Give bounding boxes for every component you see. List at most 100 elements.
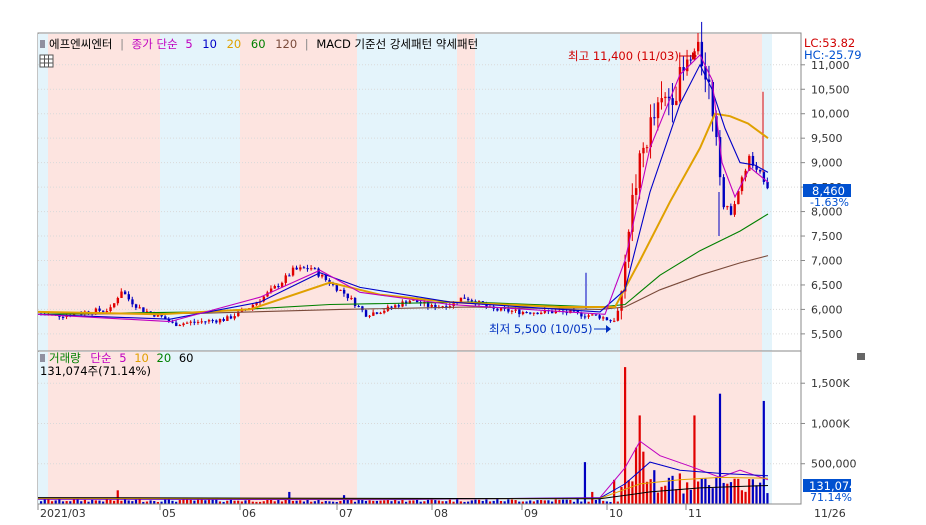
volume-ma-line: [37, 485, 769, 500]
volume-bar: [478, 499, 481, 504]
candle-body: [587, 315, 590, 317]
volume-bar: [525, 501, 528, 504]
volume-bar: [383, 500, 386, 504]
candle-body: [704, 66, 707, 80]
volume-bar: [277, 498, 280, 504]
price-tick-label: 6,000: [811, 303, 843, 316]
candle-body: [638, 153, 641, 189]
candle-body: [653, 117, 656, 119]
volume-bar: [755, 485, 758, 504]
volume-bar: [565, 499, 568, 504]
volume-bar: [255, 501, 258, 504]
candle-body: [98, 308, 101, 311]
candle-body: [766, 181, 769, 189]
candle-body: [306, 268, 309, 270]
volume-bar: [474, 499, 477, 504]
candle-body: [660, 98, 663, 103]
x-tick-label: 2021/03: [40, 507, 86, 520]
price-tick-label: 10,000: [811, 108, 850, 121]
candle-body: [61, 316, 65, 318]
legend-vol-ma-label: 단순: [90, 351, 111, 365]
volume-bar: [715, 477, 718, 504]
volume-bar: [419, 501, 422, 504]
volume-bar: [653, 470, 656, 504]
candle-body: [551, 311, 554, 314]
volume-bar: [156, 501, 159, 504]
candle-body: [711, 82, 714, 117]
ma-line: [37, 63, 769, 320]
volume-tick-label: 1,000K: [811, 417, 850, 430]
volume-bar: [762, 400, 765, 504]
legend-ma60: 60: [251, 37, 266, 51]
candle-body: [379, 312, 382, 314]
volume-band: [357, 352, 457, 504]
volume-bar: [744, 491, 747, 504]
volume-bar: [397, 501, 400, 504]
volume-bar: [379, 500, 382, 504]
candle-body: [142, 307, 145, 312]
volume-bar: [145, 501, 149, 504]
price-tick-label: 9,500: [811, 132, 843, 145]
candle-body: [576, 310, 579, 313]
candle-body: [277, 286, 280, 288]
volume-bar: [627, 480, 630, 504]
volume-bar: [642, 451, 645, 504]
legend-vol-ma10: 10: [134, 351, 149, 365]
candle-body: [755, 165, 758, 170]
panel-collapse-icon[interactable]: [857, 353, 865, 360]
high-annotation: 최고 11,400 (11/03): [568, 49, 679, 63]
moving-average-lines: [37, 54, 769, 323]
candle-body: [113, 303, 116, 308]
grid-toggle-icon[interactable]: [39, 54, 54, 68]
candle-body: [109, 307, 112, 312]
volume-bar: [558, 499, 561, 504]
volume-bar: [207, 499, 211, 504]
volume-bar: [759, 482, 762, 504]
candle-body: [514, 309, 517, 311]
candle-body: [215, 320, 218, 323]
volume-bar: [693, 415, 696, 504]
candle-body: [496, 308, 499, 311]
volume-bar: [415, 499, 419, 504]
candle-body: [350, 297, 353, 299]
volume-bar: [299, 500, 302, 504]
candle-body: [664, 96, 667, 99]
volume-bar: [430, 499, 433, 504]
x-tick-label: 09: [524, 507, 538, 520]
volume-bar: [551, 501, 554, 504]
legend-vol-ma60: 60: [179, 351, 194, 365]
volume-bar: [569, 499, 572, 504]
volume-bar: [306, 499, 309, 504]
candle-body: [426, 301, 430, 307]
price-tick-label: 8,000: [811, 206, 843, 219]
volume-bar: [113, 500, 116, 504]
volume-bar: [127, 500, 130, 504]
candle-body: [102, 310, 105, 312]
candle-body: [627, 231, 631, 262]
volume-bar: [251, 501, 254, 504]
candle-body: [324, 274, 328, 281]
volume-bar: [193, 500, 196, 504]
legend-macd: MACD 기준선 강세패턴 약세패턴: [316, 37, 478, 51]
volume-bar: [445, 501, 448, 504]
volume-bar: [463, 501, 466, 504]
candle-body: [715, 116, 718, 138]
candle-body: [598, 315, 601, 319]
price-bands: [38, 34, 772, 351]
volume-bar: [65, 501, 68, 504]
volume-bar: [766, 493, 769, 504]
volume-tick-label: 500,000: [811, 458, 857, 471]
volume-bar: [722, 482, 725, 504]
candle-body: [729, 206, 733, 215]
volume-bar: [448, 499, 451, 504]
volume-band: [160, 352, 240, 504]
volume-bar: [394, 499, 397, 504]
volume-bar: [426, 499, 430, 504]
legend-ma10: 10: [202, 37, 217, 51]
ma-line: [37, 255, 769, 315]
candle-body: [189, 321, 193, 323]
candle-body: [204, 321, 207, 323]
volume-bar: [510, 499, 514, 504]
volume-bar: [459, 501, 462, 504]
volume-bar: [233, 500, 236, 504]
